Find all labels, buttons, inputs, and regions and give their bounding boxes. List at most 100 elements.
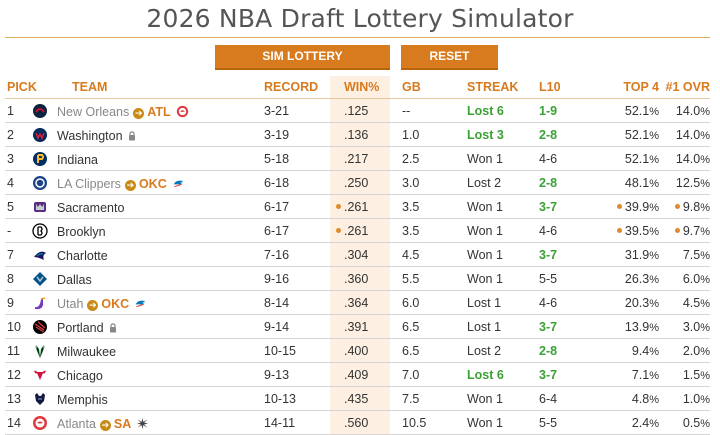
win-pct: .435 [344,391,369,406]
team-name[interactable]: Washington [57,128,123,143]
win-pct: .391 [344,319,369,334]
streak: Lost 2 [455,170,536,195]
team-name[interactable]: LA Clippers [57,176,121,191]
last-10: 3-7 [536,362,594,387]
top4-odds: 4.8 [631,391,650,406]
win-cell: .360 [330,266,390,291]
top4-cell: 20.3% [594,290,659,315]
page-title: 2026 NBA Draft Lottery Simulator [146,4,574,33]
team-cell: Atlanta ➔ SA [32,410,264,435]
team-name[interactable]: Portland [57,320,104,335]
team-name[interactable]: Chicago [57,368,103,383]
arrow-right-icon: ➔ [87,299,99,311]
arrow-right-icon: ➔ [124,179,136,191]
streak: Lost 6 [455,98,536,123]
col-record[interactable]: RECORD [264,76,330,99]
col-pick[interactable]: PICK [5,76,37,99]
lottery-table: PICK TEAM RECORD WIN% GB STREAK L10 TOP … [5,76,710,435]
first-overall-odds: 7.5 [682,247,701,262]
top4-cell: 52.1% [594,122,659,147]
team-cell: LA Clippers ➔ OKC [32,170,264,195]
win-pct: .560 [344,415,369,430]
last-10: 2-8 [536,122,594,147]
top4-cell: 52.1% [594,98,659,123]
win-pct: .136 [344,127,369,142]
pick-number: 2 [5,122,32,147]
table-row[interactable]: 14 Atlanta ➔ SA 14-11.560 10.5 Won 1 5-5 2.4% 0.5… [5,410,710,435]
team-cell: Utah ➔ OKC [32,290,264,315]
pick-owner[interactable]: OKC [138,176,167,191]
record: 3-21 [264,98,330,123]
pick-number: 11 [5,338,32,363]
record: 9-13 [264,362,330,387]
table-row[interactable]: 13 Memphis 10-13 .435 7.5 Won 1 6-4 4.8% 1.0% [5,386,710,411]
streak: Won 1 [455,386,536,411]
pick-number: - [5,218,32,243]
record: 7-16 [264,242,330,267]
tiebreak-dot-icon [616,203,622,209]
hawks-logo-icon [176,105,188,117]
table-row[interactable]: 2 Washington 3-19.136 1.0 Lost 3 2-8 52.1% 14.0… [5,122,710,147]
ovr-cell: 3.0% [659,314,710,339]
streak: Lost 6 [455,362,536,387]
team-name[interactable]: Brooklyn [57,224,106,239]
table-row[interactable]: 1 New Orleans ➔ ATL 3-21.125 -- Lost 6 1-9 52.1%… [5,98,710,123]
pick-owner[interactable]: OKC [101,296,130,311]
table-row[interactable]: 3 Indiana 5-18 .217 2.5 Won 1 4-6 52.1% 14.0% [5,146,710,171]
win-pct: .261 [344,199,369,214]
col-streak[interactable]: STREAK [455,76,536,99]
record: 6-18 [264,170,330,195]
col-win[interactable]: WIN% [330,76,390,99]
games-back: 6.5 [390,314,455,339]
top4-cell: 2.4% [594,410,659,435]
tiebreak-dot-icon [674,203,680,209]
first-overall-odds: 9.8 [682,199,701,214]
top4-cell: 48.1% [594,170,659,195]
win-pct: .261 [344,223,369,238]
pick-number: 5 [5,194,32,219]
table-row[interactable]: 4 LA Clippers ➔ OKC 6-18.250 3.0 Lost 2 2-8 48.1… [5,170,710,195]
games-back: 3.5 [390,218,455,243]
col-team[interactable]: TEAM [32,76,264,99]
table-row[interactable]: 7 Charlotte 7-16 .304 4.5 Won 1 3-7 31.9% 7.5% [5,242,710,267]
record: 8-14 [264,290,330,315]
record: 9-16 [264,266,330,291]
col-top4[interactable]: TOP 4 [594,76,659,99]
team-cell: Dallas [32,266,264,291]
team-name[interactable]: Charlotte [57,248,108,263]
ovr-cell: 12.5% [659,170,710,195]
pick-owner[interactable]: SA [113,416,132,431]
col-l10[interactable]: L10 [536,76,594,99]
reset-button[interactable]: RESET [401,45,498,70]
team-name[interactable]: Dallas [57,272,92,287]
table-row[interactable]: 9 Utah ➔ OKC 8-14.364 6.0 Lost 1 4-6 20.3% 4.5% [5,290,710,315]
clippers-logo-icon [33,175,47,190]
table-row[interactable]: 11 Milwaukee 10-15 .400 6.5 Lost 2 2-8 9.4% 2.0% [5,338,710,363]
pick-owner[interactable]: ATL [147,104,171,119]
team-name[interactable]: Atlanta [57,416,96,431]
team-name[interactable]: Indiana [57,152,99,167]
team-name[interactable]: Memphis [57,392,108,407]
first-overall-odds: 1.5 [682,367,701,382]
col-gb[interactable]: GB [390,76,455,99]
top4-cell: 4.8% [594,386,659,411]
win-cell: .261 [330,194,390,219]
sim-lottery-button[interactable]: SIM LOTTERY [215,45,390,70]
arrow-right-icon: ➔ [99,419,111,431]
table-row[interactable]: 8 Dallas 9-16 .360 5.5 Won 1 5-5 26.3% 6.0% [5,266,710,291]
team-cell: New Orleans ➔ ATL [32,98,264,123]
top4-odds: 7.1 [631,367,650,382]
team-name[interactable]: Sacramento [57,200,125,215]
table-row[interactable]: 10 Portland 9-14 .391 6.5 Lost 1 3-7 13.9% 3.0% [5,314,710,339]
top4-odds: 9.4 [631,343,650,358]
team-name[interactable]: Milwaukee [57,344,117,359]
col-ovr[interactable]: #1 OVR [659,76,710,99]
kings-logo-icon [34,201,46,212]
table-row[interactable]: - Brooklyn 6-17 .261 3.5 Won 1 4-6 39.5% 9.7% [5,218,710,243]
table-row[interactable]: 5 Sacramento 6-17 .261 3.5 Won 1 3-7 39.9% 9.8% [5,194,710,219]
first-overall-odds: 3.0 [682,319,701,334]
table-row[interactable]: 12 Chicago 9-13 .409 7.0 Lost 6 3-7 7.1% 1.5% [5,362,710,387]
tiebreak-dot-icon [336,203,341,209]
team-name[interactable]: New Orleans [57,104,130,119]
team-name[interactable]: Utah [57,296,84,311]
